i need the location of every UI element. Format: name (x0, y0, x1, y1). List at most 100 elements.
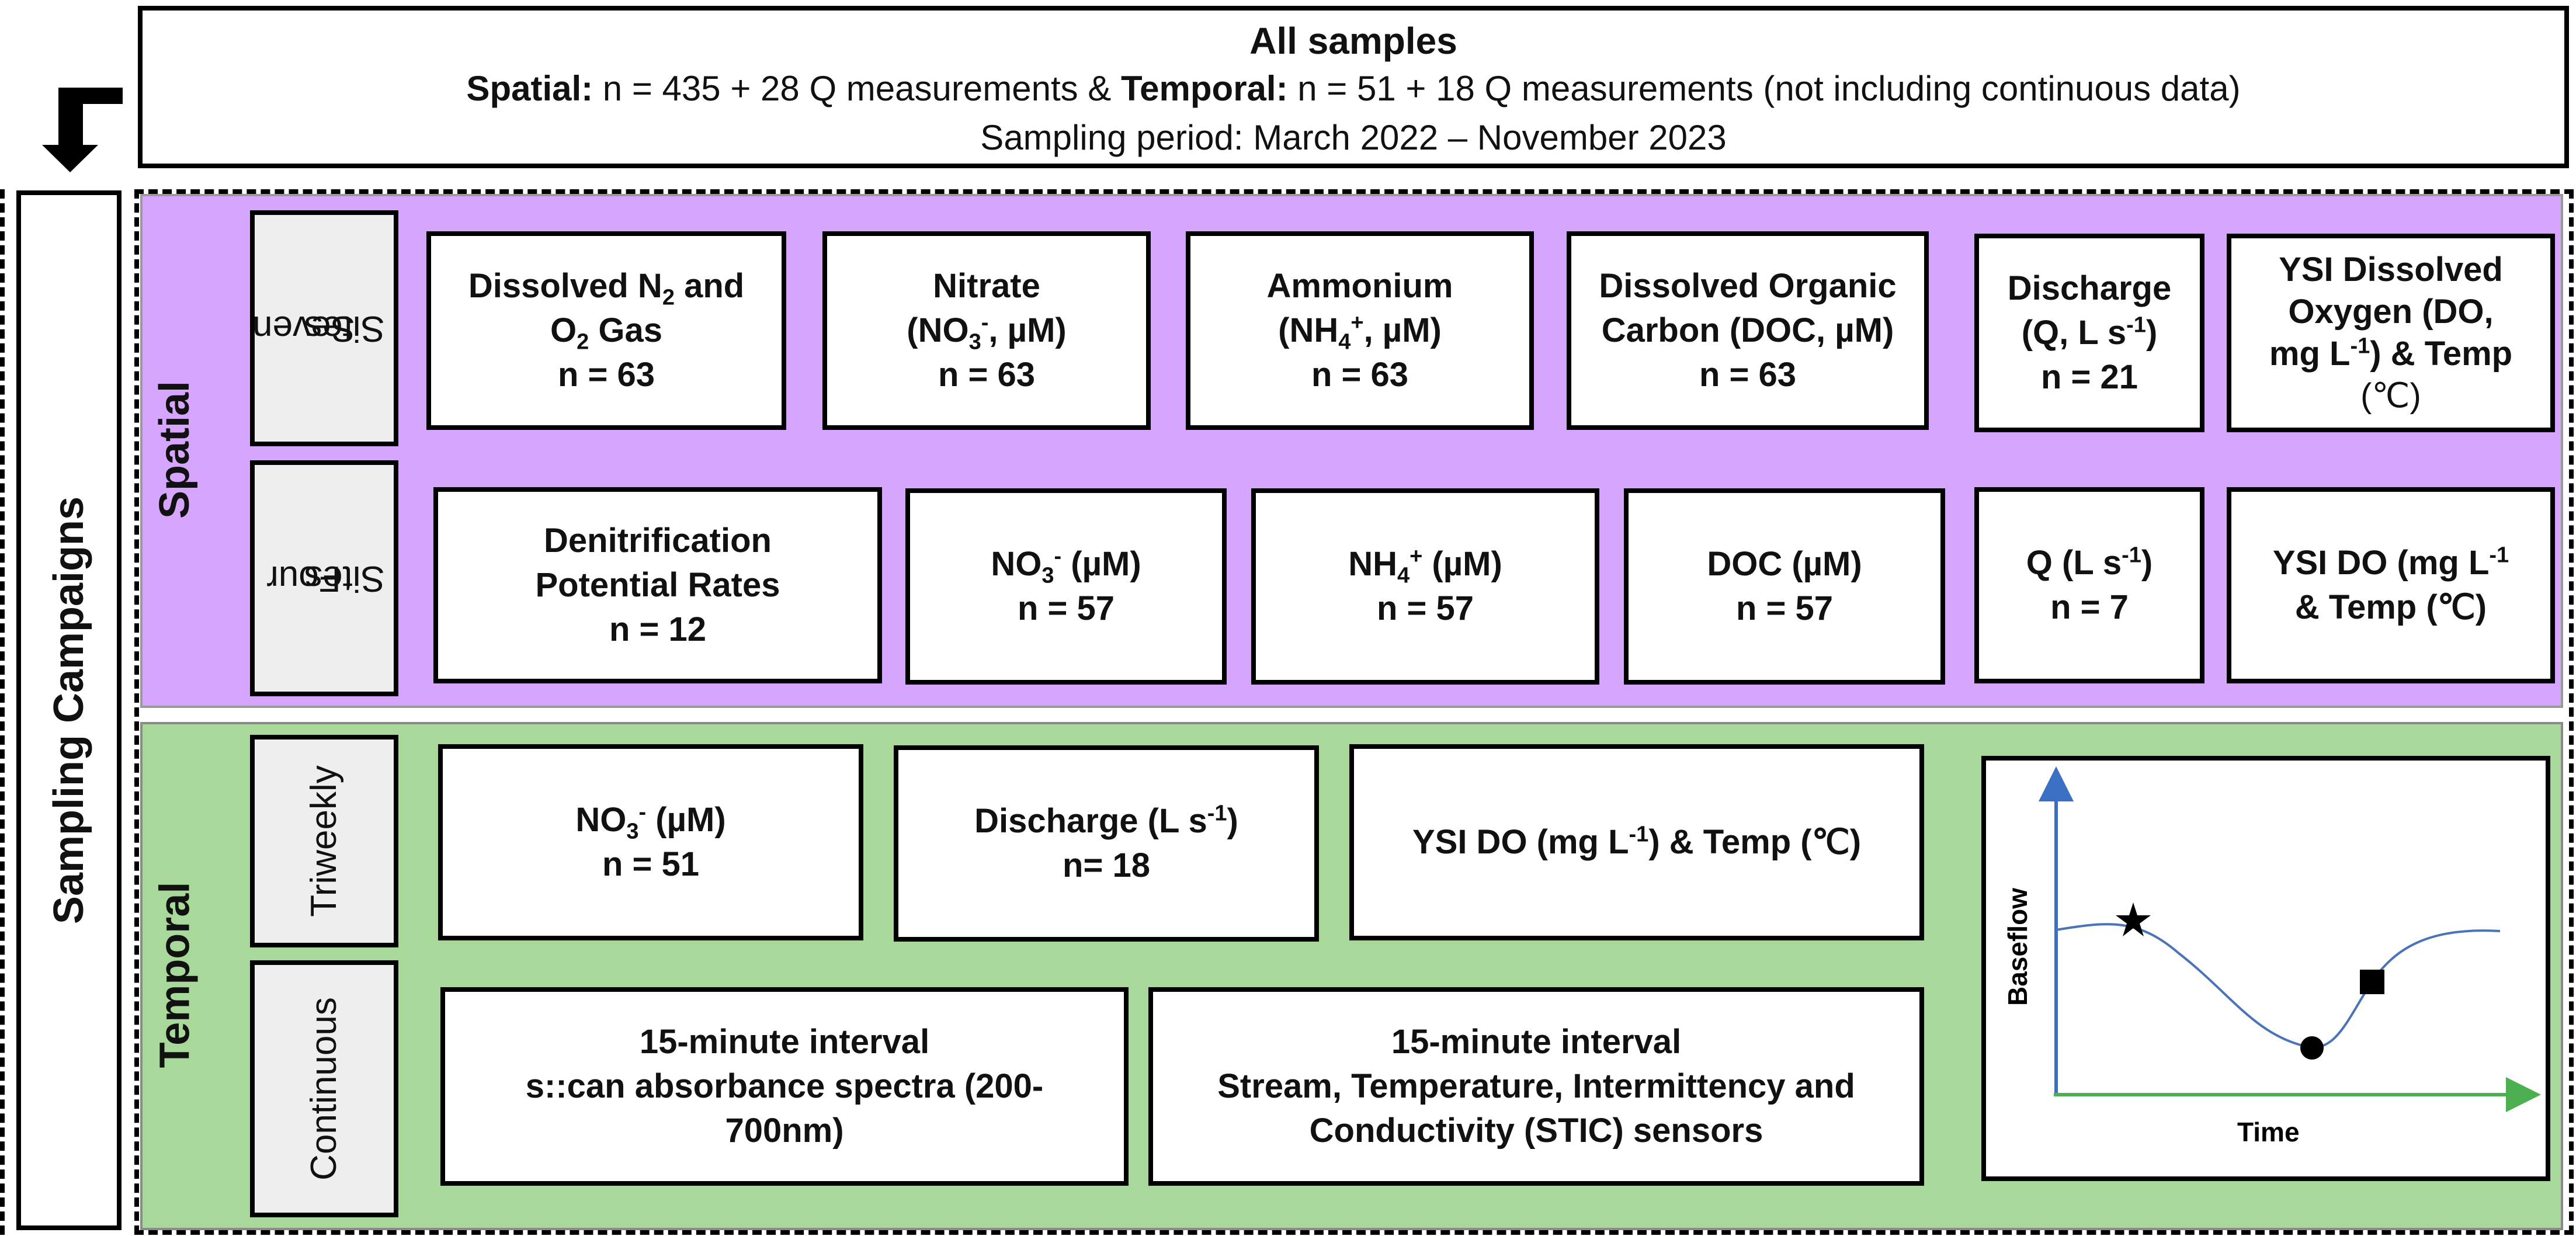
card-text: NO (991, 545, 1042, 583)
card-text: Stream, Temperature, Intermittency and (1217, 1067, 1855, 1105)
card-text: and (674, 267, 745, 305)
card-text: n= 18 (1063, 846, 1150, 884)
card-text: Potential Rates (535, 566, 780, 604)
card-text: 4 (1397, 563, 1410, 588)
card-doc-four: DOC (µM) n = 57 (1624, 488, 1945, 685)
card-denitrification: Denitrification Potential Rates n = 12 (433, 487, 882, 683)
spatial-label: Spatial (151, 380, 199, 519)
card-text: ) (1227, 802, 1238, 840)
card-text: 3 (968, 329, 981, 355)
triweekly-label-text: Triweekly (304, 765, 345, 917)
card-text: Denitrification (544, 522, 772, 560)
card-text: 3 (1041, 563, 1054, 588)
card-line: (Q, L s-1) (2022, 311, 2158, 355)
card-text: -1 (2126, 313, 2146, 338)
baseflow-curve (2056, 923, 2501, 1049)
card-scan-continuous: 15-minute interval s::can absorbance spe… (440, 987, 1129, 1186)
header-spatial-value: n = 435 + 28 Q measurements & (593, 69, 1121, 108)
card-line: Discharge (L s-1) (974, 799, 1238, 843)
card-ysi-do: YSI Dissolved Oxygen (DO, mg L-1) & Temp… (2227, 234, 2555, 432)
card-text: (µM) (646, 801, 726, 839)
card-text: DOC (µM) (1707, 545, 1862, 583)
card-text: 4 (1338, 329, 1351, 355)
card-text: Oxygen (DO, (2288, 293, 2494, 331)
card-text: n = 21 (2040, 358, 2138, 396)
continuous-label: Continuous (250, 960, 398, 1217)
header-counts: Spatial: n = 435 + 28 Q measurements & T… (143, 64, 2564, 113)
card-text: YSI Dissolved (2279, 251, 2503, 289)
card-no3-four: NO3- (µM) n = 57 (905, 488, 1227, 685)
corner-arrow-icon (42, 88, 123, 172)
header-title: All samples (1249, 20, 1457, 62)
card-text: Ammonium (1266, 267, 1453, 305)
card-line: NO3- (µM) (991, 542, 1141, 588)
card-text: Gas (589, 311, 662, 349)
card-text: n = 57 (1376, 589, 1474, 627)
card-text: n = 57 (1735, 589, 1834, 627)
card-doc: Dissolved Organic Carbon (DOC, µM) n = 6… (1567, 231, 1929, 430)
card-text: , µM) (1363, 311, 1442, 349)
card-text: n = 63 (938, 356, 1036, 394)
card-text: Carbon (DOC, µM) (1601, 311, 1894, 349)
card-line: Dissolved N2 and (468, 264, 745, 310)
card-line: YSI DO (mg L-1 (2273, 541, 2509, 585)
card-text: NH (1348, 545, 1397, 583)
card-line: O2 Gas (550, 308, 662, 353)
triweekly-label: Triweekly (250, 735, 398, 947)
card-text: 3 (626, 819, 639, 844)
card-text: ) (2145, 314, 2158, 352)
card-text: 700nm) (725, 1112, 844, 1150)
spatial-label-wrap: Spatial (148, 199, 201, 701)
card-text: -1 (2489, 543, 2509, 568)
card-no3-triweekly: NO3- (µM) n = 51 (438, 744, 863, 940)
card-dissolved-gas: Dissolved N2 and O2 Gas n = 63 (426, 231, 786, 430)
seven-sites-label: Seven Sites (250, 210, 398, 446)
sampling-campaigns-label-box: Sampling Campaigns (16, 190, 121, 1230)
card-text: n = 57 (1017, 589, 1115, 627)
header-box: All samples Spatial: n = 435 + 28 Q meas… (138, 6, 2569, 168)
card-text: Conductivity (STIC) sensors (1309, 1112, 1763, 1150)
card-text: n = 7 (2050, 588, 2129, 626)
header-period: Sampling period: March 2022 – November 2… (980, 118, 1727, 157)
card-text: (℃) (2360, 377, 2421, 415)
card-line: Q (L s-1) (2026, 541, 2153, 585)
card-discharge-triweekly: Discharge (L s-1) n= 18 (894, 745, 1319, 942)
card-text: (NO (907, 311, 969, 349)
seven-sites-line2: Sites (304, 308, 385, 349)
card-text: (µM) (1422, 545, 1502, 583)
card-text: n = 63 (1311, 356, 1409, 394)
card-line: mg L-1) & Temp (2269, 333, 2512, 375)
continuous-label-text: Continuous (304, 997, 345, 1181)
card-text: ) & Temp (℃) (1648, 823, 1862, 861)
card-text: O (550, 311, 577, 349)
card-text: Dissolved Organic (1599, 267, 1897, 305)
circle-marker (2300, 1036, 2324, 1060)
card-discharge: Discharge (Q, L s-1) n = 21 (1974, 234, 2204, 432)
card-text: (NH (1278, 311, 1339, 349)
header-temporal-label: Temporal: (1120, 69, 1288, 108)
card-text: - (1054, 544, 1062, 569)
card-text: -1 (1629, 822, 1649, 847)
temporal-label: Temporal (151, 881, 199, 1068)
hydrograph-box: Baseflow Time (1981, 756, 2550, 1181)
card-text: Nitrate (933, 267, 1040, 305)
card-text: mg L (2269, 335, 2351, 373)
card-text: n = 51 (602, 845, 700, 883)
card-line: (NO3-, µM) (907, 308, 1066, 353)
card-ysi-four: YSI DO (mg L-1 & Temp (℃) (2227, 487, 2555, 683)
side-dashed-border (0, 189, 123, 1235)
header-temporal-value: n = 51 + 18 Q measurements (not includin… (1287, 69, 2241, 108)
card-text: -1 (2122, 543, 2141, 568)
card-text: 2 (577, 329, 589, 355)
card-nitrate: Nitrate (NO3-, µM) n = 63 (822, 231, 1151, 430)
card-line: YSI DO (mg L-1) & Temp (℃) (1412, 820, 1861, 864)
card-text: YSI DO (mg L (2272, 544, 2490, 582)
card-text: - (638, 800, 647, 825)
card-line: (NH4+, µM) (1278, 308, 1442, 353)
card-text: -1 (2350, 334, 2370, 359)
card-text: (Q, L s (2021, 314, 2127, 352)
card-text: 2 (662, 285, 675, 310)
card-text: 15-minute interval (1391, 1023, 1682, 1061)
card-text: s::can absorbance spectra (200- (525, 1067, 1044, 1105)
star-marker (2116, 902, 2151, 936)
